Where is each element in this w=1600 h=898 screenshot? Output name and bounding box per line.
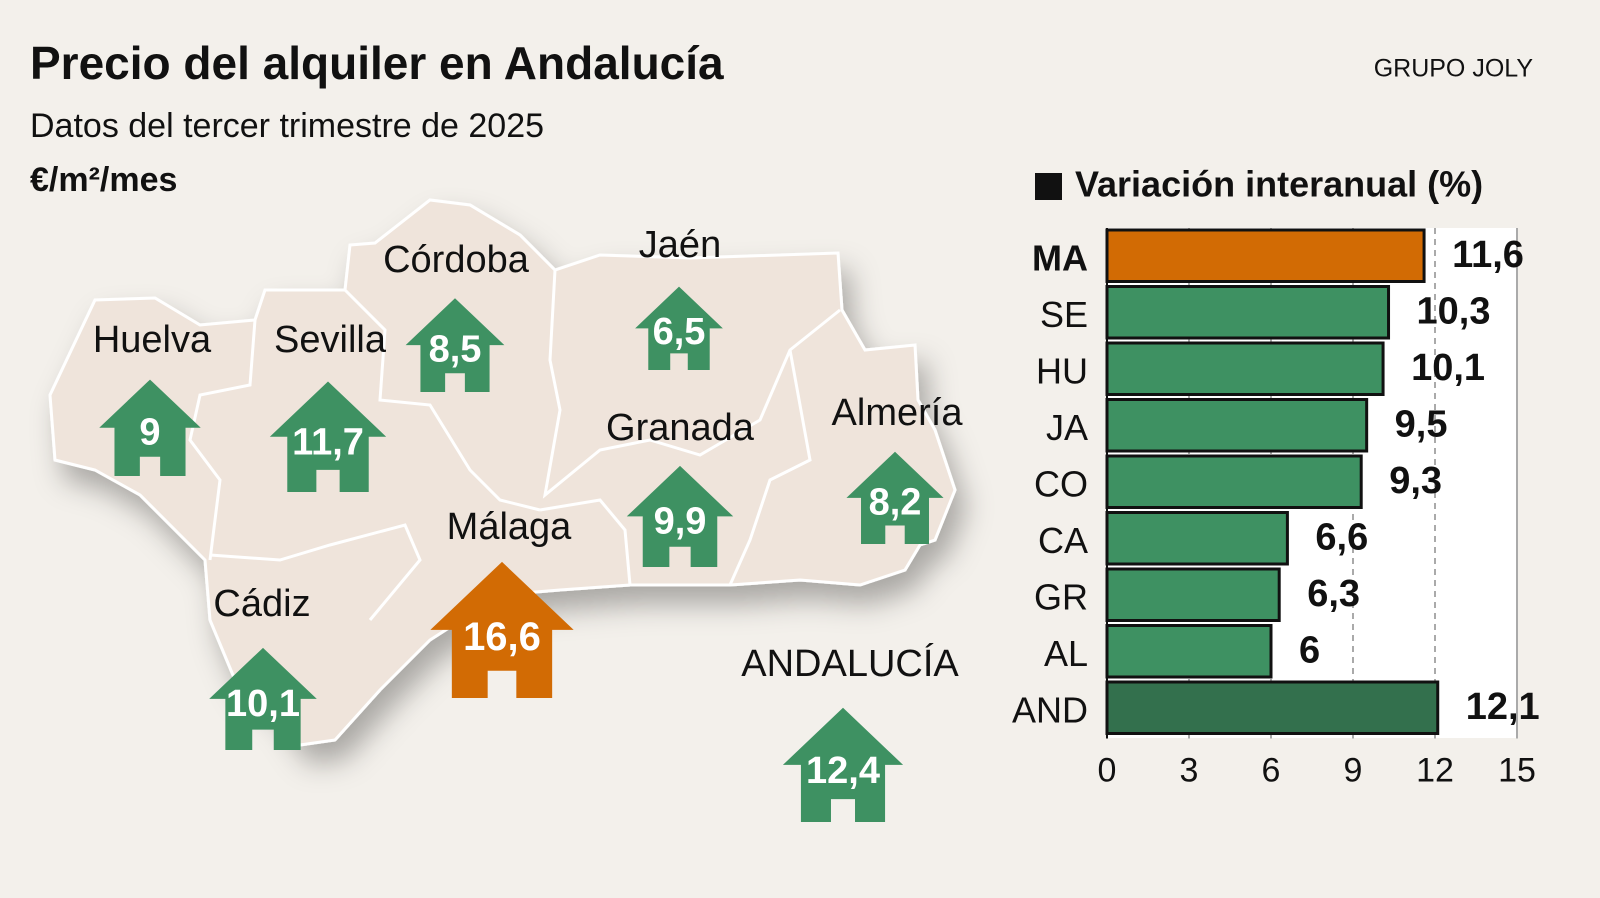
value-label: 6,6: [1315, 517, 1368, 559]
value-label: 9,3: [1389, 460, 1442, 502]
province-label: Huelva: [93, 319, 212, 361]
house: [99, 379, 201, 476]
house-value: 8,2: [869, 481, 922, 523]
category-label: JA: [1046, 407, 1088, 448]
bar: [1105, 624, 1273, 679]
unit: €/m²/mes: [30, 161, 177, 199]
value-label: 12,1: [1466, 686, 1540, 728]
subtitle: Datos del tercer trimestre de 2025: [30, 107, 544, 145]
category-label: MA: [1032, 238, 1088, 279]
value-label: 9,5: [1395, 404, 1448, 446]
border: [343, 288, 541, 512]
province-label: Almería: [832, 392, 964, 434]
x-tick-label: 12: [1416, 751, 1454, 789]
bar: [1105, 567, 1281, 622]
house: [846, 451, 944, 544]
value-label: 10,3: [1417, 291, 1491, 333]
border: [209, 523, 422, 621]
border: [728, 349, 812, 586]
house: [209, 647, 317, 750]
house: [635, 286, 723, 370]
category-label: SE: [1040, 294, 1088, 335]
bar: [1105, 454, 1363, 509]
house-value: 16,6: [463, 615, 541, 659]
bar: [1105, 228, 1426, 283]
province-label: Granada: [606, 407, 755, 449]
house: [626, 465, 734, 567]
category-label: AL: [1044, 633, 1088, 674]
house-value: 11,7: [292, 422, 364, 464]
province-label: Sevilla: [274, 319, 387, 361]
house-value: 9: [139, 412, 160, 454]
bar: [1105, 285, 1391, 340]
category-label: AND: [1012, 690, 1088, 731]
value-label: 6,3: [1307, 573, 1360, 615]
category-label: HU: [1036, 351, 1088, 392]
x-tick-label: 6: [1262, 751, 1281, 789]
category-label: CO: [1034, 464, 1088, 505]
house-value: 12,4: [806, 750, 880, 792]
bar: [1105, 680, 1440, 735]
house-value: 9,9: [654, 501, 707, 543]
house: [430, 561, 574, 698]
x-tick-label: 9: [1344, 751, 1363, 789]
province-label: ANDALUCÍA: [741, 642, 959, 685]
x-tick-label: 15: [1498, 751, 1536, 789]
bar: [1105, 398, 1369, 453]
house: [269, 381, 387, 492]
category-label: CA: [1038, 520, 1088, 561]
value-label: 10,1: [1411, 347, 1485, 389]
bar-chart-title: Variación interanual (%): [1075, 164, 1483, 205]
x-tick-label: 0: [1098, 751, 1117, 789]
house: [782, 707, 904, 822]
house: [405, 298, 505, 392]
province-label: Málaga: [447, 506, 572, 548]
border: [539, 498, 632, 586]
value-label: 11,6: [1452, 234, 1524, 276]
bar: [1105, 341, 1385, 396]
house-value: 8,5: [429, 329, 482, 371]
province-label: Cádiz: [213, 583, 310, 625]
category-label: GR: [1034, 577, 1088, 618]
legend-swatch: [1035, 173, 1062, 200]
bar: [1105, 511, 1289, 566]
province-label: Córdoba: [383, 239, 530, 281]
x-tick-label: 3: [1180, 751, 1199, 789]
house-value: 6,5: [653, 311, 706, 353]
border: [542, 269, 841, 499]
house-value: 10,1: [226, 683, 300, 725]
title: Precio del alquiler en Andalucía: [30, 37, 724, 89]
province-label: Jaén: [639, 224, 721, 266]
border: [188, 319, 257, 561]
source: GRUPO JOLY: [1374, 55, 1534, 83]
province-borders: [188, 269, 841, 621]
value-label: 6: [1299, 630, 1320, 672]
